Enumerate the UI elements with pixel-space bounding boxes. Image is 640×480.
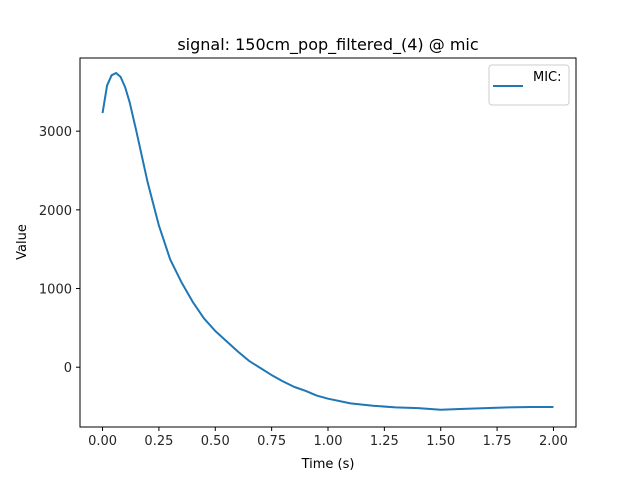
x-tick-label: 0.75 <box>257 434 286 449</box>
series-layer <box>101 71 554 411</box>
x-tick-label: 1.75 <box>483 434 512 449</box>
y-tick-label: 3000 <box>39 125 72 140</box>
legend-label: MIC: <box>533 70 562 85</box>
x-tick-label: 0.50 <box>201 434 230 449</box>
y-axis-label: Value <box>15 224 30 260</box>
y-tick-label: 0 <box>64 361 72 376</box>
legend: MIC: <box>488 64 570 106</box>
x-tick-label: 2.00 <box>539 434 568 449</box>
chart-title: signal: 150cm_pop_filtered_(4) @ mic <box>177 35 478 55</box>
plot-area <box>79 57 577 428</box>
x-tick-label: 1.00 <box>314 434 343 449</box>
x-axis: 0.00 0.25 0.50 0.75 1.00 1.25 1.50 1.75 2.00 <box>88 427 568 449</box>
series-line <box>101 71 554 411</box>
y-tick-label: 1000 <box>39 283 72 298</box>
x-tick-label: 0.25 <box>144 434 173 449</box>
x-tick-label: 0.00 <box>88 434 117 449</box>
y-axis: 0 1000 2000 3000 <box>39 125 80 376</box>
legend-box <box>488 64 570 106</box>
x-tick-label: 1.50 <box>426 434 455 449</box>
x-tick-label: 1.25 <box>370 434 399 449</box>
y-tick-label: 2000 <box>39 204 72 219</box>
x-axis-label: Time (s) <box>301 457 355 472</box>
